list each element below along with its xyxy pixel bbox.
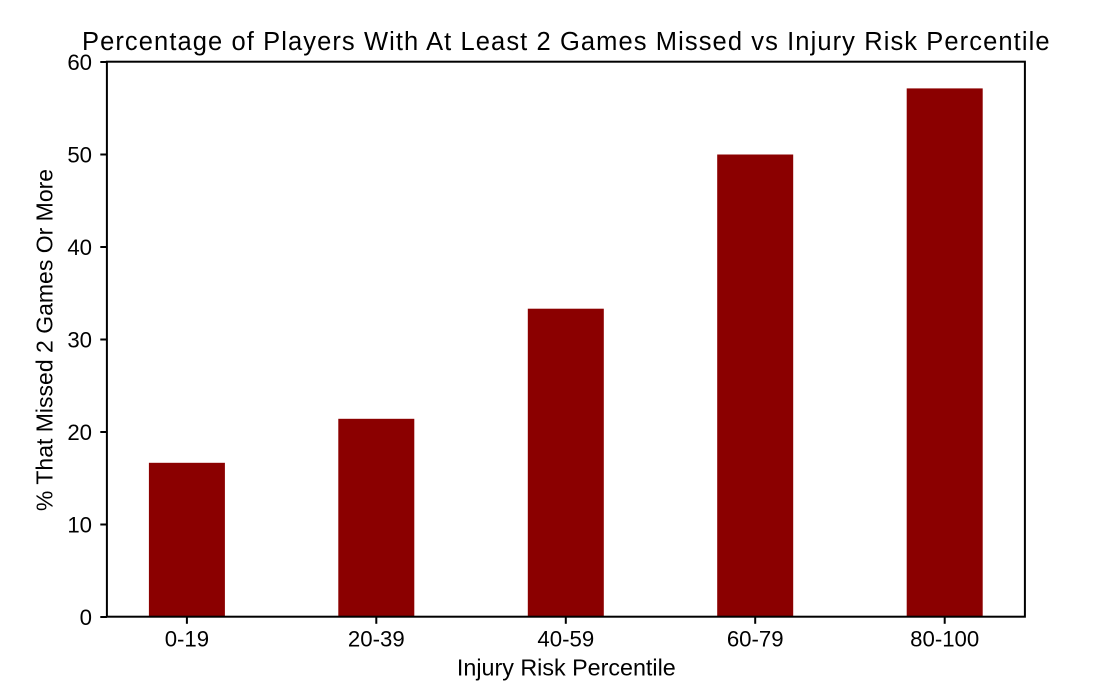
svg-text:30: 30 — [67, 328, 92, 353]
svg-text:60-79: 60-79 — [727, 626, 784, 651]
svg-text:80-100: 80-100 — [910, 626, 979, 651]
svg-text:0-19: 0-19 — [165, 626, 209, 651]
svg-text:20: 20 — [67, 420, 92, 445]
svg-text:20-39: 20-39 — [348, 626, 405, 651]
svg-text:60: 60 — [67, 50, 92, 75]
svg-text:40: 40 — [67, 235, 92, 260]
svg-text:0: 0 — [80, 605, 92, 630]
svg-text:% That Missed 2 Games Or More: % That Missed 2 Games Or More — [31, 169, 57, 511]
svg-text:50: 50 — [67, 143, 92, 168]
svg-text:40-59: 40-59 — [537, 626, 594, 651]
svg-text:Injury Risk Percentile: Injury Risk Percentile — [457, 655, 676, 681]
svg-text:Percentage of Players With At: Percentage of Players With At Least 2 Ga… — [82, 28, 1051, 56]
svg-text:10: 10 — [67, 513, 92, 538]
